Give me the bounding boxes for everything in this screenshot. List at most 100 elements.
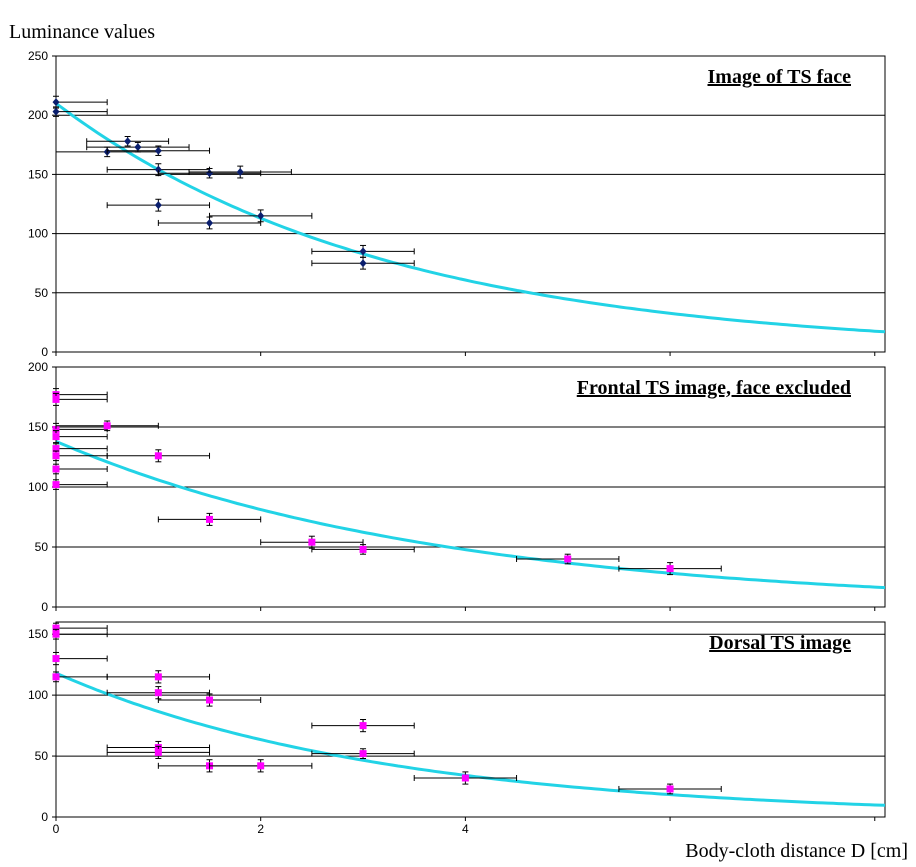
marker-square <box>666 785 674 793</box>
marker-diamond <box>52 98 60 107</box>
marker-diamond <box>206 218 214 227</box>
data-point <box>106 198 211 212</box>
marker-square <box>461 774 469 782</box>
data-point <box>55 420 159 432</box>
marker-square <box>52 465 60 473</box>
data-point <box>157 167 262 179</box>
y-tick-label: 150 <box>28 420 48 434</box>
marker-diamond <box>257 211 265 220</box>
marker-diamond <box>236 168 244 177</box>
data-point <box>52 622 108 634</box>
y-tick-label: 0 <box>41 345 48 359</box>
data-point <box>106 449 211 463</box>
fit-curve <box>55 440 886 590</box>
panel-1: 0 50 100 150 200 250 Image of TS face <box>28 49 886 359</box>
marker-square <box>359 545 367 553</box>
data-point <box>516 553 620 565</box>
data-point <box>52 95 108 109</box>
marker-square <box>154 748 162 756</box>
panel-frame <box>55 621 886 818</box>
data-point <box>209 209 313 223</box>
data-point <box>106 670 211 684</box>
marker-square <box>359 750 367 758</box>
data-point <box>52 671 108 683</box>
y-tick-label: 100 <box>28 480 48 494</box>
data-point <box>106 145 211 156</box>
panel-2: 0 50 100 150 200 Frontal TS image, face exclu… <box>28 360 886 614</box>
marker-square <box>564 555 572 563</box>
y-tick-label: 200 <box>28 360 48 374</box>
data-point <box>311 719 415 733</box>
data-point <box>106 745 211 759</box>
data-point <box>157 216 262 230</box>
y-tick-label: 100 <box>28 688 48 702</box>
marker-square <box>52 673 60 681</box>
panel-frame <box>55 55 886 353</box>
data-point <box>157 512 262 526</box>
data-point <box>52 106 108 117</box>
fit-curve <box>55 671 886 807</box>
data-point <box>188 165 292 179</box>
marker-diamond <box>359 259 367 268</box>
y-tick-label: 150 <box>28 167 48 181</box>
data-point <box>52 628 108 640</box>
y-tick-label: 150 <box>28 627 48 641</box>
marker-square <box>257 762 265 770</box>
marker-square <box>154 673 162 681</box>
data-point <box>106 686 211 700</box>
data-point <box>311 748 415 759</box>
marker-square <box>52 395 60 403</box>
marker-square <box>52 481 60 489</box>
marker-diamond <box>124 137 132 146</box>
marker-square <box>52 433 60 441</box>
data-point <box>52 430 108 444</box>
marker-square <box>52 630 60 638</box>
marker-square <box>52 445 60 453</box>
x-tick-label: 4 <box>462 822 469 836</box>
x-tick-label: 0 <box>53 822 60 836</box>
y-tick-label: 50 <box>35 749 49 763</box>
y-tick-label: 200 <box>28 108 48 122</box>
marker-square <box>154 689 162 697</box>
data-point <box>157 693 262 707</box>
x-tick-label: 2 <box>257 822 264 836</box>
marker-square <box>154 452 162 460</box>
data-point <box>52 392 108 406</box>
marker-diamond <box>154 146 162 155</box>
y-axis-label: Luminance values <box>9 21 155 43</box>
fit-curve <box>55 102 886 334</box>
data-point <box>311 244 415 258</box>
marker-square <box>308 538 316 546</box>
marker-diamond <box>154 165 162 174</box>
data-point <box>311 256 415 270</box>
data-point <box>52 388 108 402</box>
data-point <box>86 141 190 153</box>
marker-diamond <box>206 169 214 178</box>
panel-3: 0 50 100 150 0 2 4 Dorsal TS image <box>28 621 886 836</box>
y-tick-label: 50 <box>35 286 49 300</box>
marker-diamond <box>154 201 162 210</box>
data-point <box>52 479 108 490</box>
panel-title: Image of TS face <box>708 66 852 88</box>
marker-square <box>52 624 60 632</box>
data-point <box>618 783 722 795</box>
data-point <box>311 544 415 555</box>
data-point <box>618 562 722 576</box>
marker-diamond <box>359 247 367 256</box>
marker-square <box>103 422 111 430</box>
marker-diamond <box>134 143 142 152</box>
marker-square <box>52 655 60 663</box>
data-point <box>52 463 108 475</box>
panel-title: Dorsal TS image <box>709 632 851 654</box>
x-axis-label: Body-cloth distance D [cm] <box>685 840 908 862</box>
marker-square <box>52 425 60 433</box>
data-point <box>52 422 108 436</box>
marker-diamond <box>52 107 60 116</box>
data-point <box>209 759 313 773</box>
y-tick-label: 0 <box>41 810 48 824</box>
marker-square <box>206 696 214 704</box>
data-point <box>413 771 518 785</box>
y-tick-label: 100 <box>28 227 48 241</box>
